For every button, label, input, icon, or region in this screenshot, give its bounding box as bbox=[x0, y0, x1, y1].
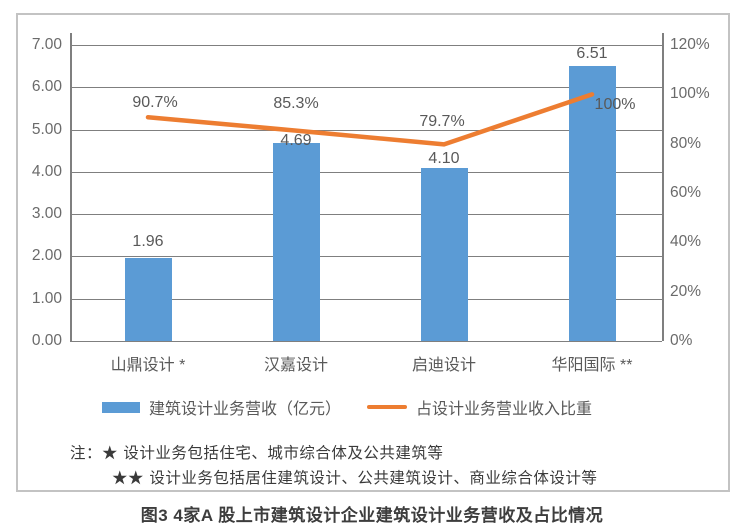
gridline bbox=[70, 171, 662, 173]
right-axis-tick-label: 40% bbox=[670, 233, 702, 251]
line-point-label: 90.7% bbox=[132, 94, 178, 112]
bar-1 bbox=[272, 142, 320, 341]
bar-0 bbox=[124, 258, 172, 341]
right-axis-tick-label: 0% bbox=[670, 332, 693, 349]
gridline bbox=[70, 341, 662, 342]
category-label: 华阳国际 ** bbox=[551, 357, 633, 374]
line-series-swatch-icon bbox=[367, 405, 407, 409]
category-label: 汉嘉设计 bbox=[263, 357, 329, 374]
gridline bbox=[70, 256, 662, 258]
bar-value-label: 4.10 bbox=[428, 149, 460, 167]
right-axis-tick-label: 80% bbox=[670, 134, 702, 152]
left-axis-tick-label: 6.00 bbox=[31, 78, 62, 96]
line-point-label: 100% bbox=[594, 96, 636, 114]
footnote-line-2: ★★ 设计业务包括居住建筑设计、公共建筑设计、商业综合体设计等 bbox=[112, 469, 598, 487]
bar-value-label: 1.96 bbox=[132, 233, 164, 251]
right-axis-tick-label: 120% bbox=[670, 36, 710, 53]
figure-caption: 图3 4家A 股上市建筑设计企业建筑设计业务营收及占比情况 bbox=[140, 506, 604, 525]
y-axis-right-line bbox=[662, 33, 664, 341]
left-axis-tick-label: 1.00 bbox=[31, 289, 62, 307]
category-label: 启迪设计 bbox=[411, 357, 477, 374]
left-axis-tick-label: 4.00 bbox=[31, 162, 62, 180]
right-axis-tick-label: 20% bbox=[670, 282, 702, 300]
category-label: 山鼎设计 * bbox=[110, 357, 186, 374]
left-axis-tick-label: 2.00 bbox=[31, 247, 62, 265]
bar-value-label: 4.69 bbox=[280, 131, 312, 149]
y-axis-left-line bbox=[70, 33, 72, 341]
right-axis-tick-label: 60% bbox=[670, 184, 702, 201]
bar-2 bbox=[420, 167, 468, 341]
gridline bbox=[70, 214, 662, 216]
line-point-label: 79.7% bbox=[419, 113, 465, 131]
gridline bbox=[70, 45, 662, 46]
line-series-path bbox=[145, 92, 595, 147]
legend-item-bar-series: 建筑设计业务营收（亿元） bbox=[102, 397, 342, 418]
bar-value-label: 6.51 bbox=[576, 44, 608, 62]
legend-item-line-series: 占设计业务营业收入比重 bbox=[367, 397, 593, 418]
left-axis-tick-label: 0.00 bbox=[31, 332, 62, 349]
legend-line-label: 占设计业务营业收入比重 bbox=[416, 401, 593, 418]
bar-series-swatch-icon bbox=[102, 401, 140, 413]
bar-3 bbox=[568, 65, 616, 341]
line-point-label: 85.3% bbox=[273, 94, 319, 112]
gridline bbox=[70, 298, 662, 300]
left-axis-tick-label: 3.00 bbox=[31, 205, 62, 223]
right-axis-tick-label: 100% bbox=[670, 85, 710, 103]
figure-border bbox=[16, 13, 730, 492]
left-axis-tick-label: 5.00 bbox=[31, 120, 62, 138]
gridline bbox=[70, 129, 662, 131]
left-axis-tick-label: 7.00 bbox=[31, 36, 62, 53]
legend-bar-label: 建筑设计业务营收（亿元） bbox=[149, 401, 342, 418]
gridline bbox=[70, 87, 662, 89]
footnote-line-1: 注：★ 设计业务包括住宅、城市综合体及公共建筑等 bbox=[70, 444, 444, 462]
